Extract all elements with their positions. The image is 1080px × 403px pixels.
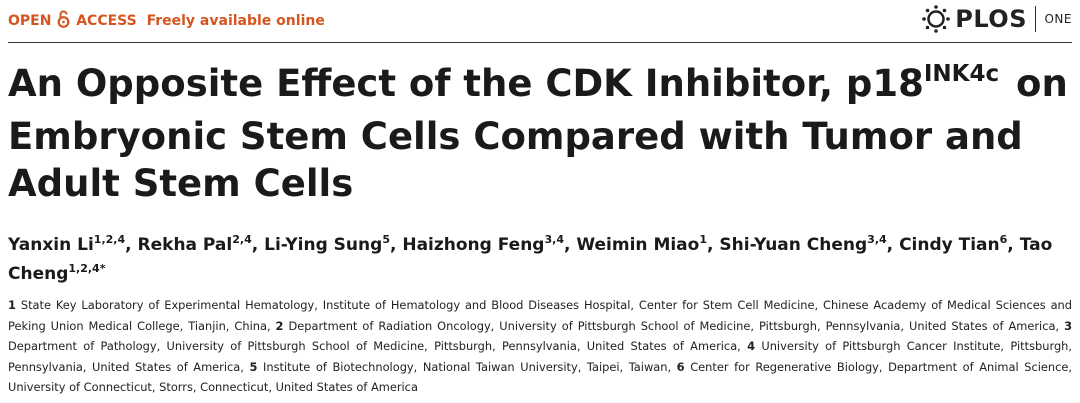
access-label: ACCESS bbox=[76, 13, 137, 29]
author: Shi-Yuan Cheng3,4 bbox=[719, 233, 887, 255]
affiliation-text: Center for Regenerative Biology, Departm… bbox=[8, 359, 1072, 395]
author-name: Shi-Yuan Cheng bbox=[719, 235, 868, 255]
author: Tao Cheng1,2,4* bbox=[8, 235, 1052, 284]
author-name: Haizhong Feng bbox=[402, 235, 545, 255]
author-name: Yanxin Li bbox=[8, 235, 94, 255]
open-label: OPEN bbox=[8, 13, 52, 29]
author-name: Rekha Pal bbox=[137, 235, 233, 255]
affiliation-text: Department of Radiation Oncology, Univer… bbox=[288, 318, 1060, 333]
author: Haizhong Feng3,4 bbox=[402, 233, 564, 255]
freely-available-label: Freely available online bbox=[146, 13, 325, 29]
author-name: Tao Cheng bbox=[8, 235, 1053, 284]
affiliation-text: Department of Pathology, University of P… bbox=[8, 339, 741, 353]
author-name: Weimin Miao bbox=[576, 235, 700, 255]
author-list: Yanxin Li1,2,4, Rekha Pal2,4, Li-Ying Su… bbox=[8, 233, 1053, 284]
article-title: An Opposite Effect of the CDK Inhibitor,… bbox=[8, 60, 1072, 207]
plos-logo-icon bbox=[922, 5, 951, 33]
affiliation-text: University of Pittsburgh Cancer Institut… bbox=[8, 339, 1073, 374]
author: Cindy Tian6 bbox=[899, 233, 1008, 255]
author-name: Li-Ying Sung bbox=[264, 235, 383, 255]
author-affiliation-sup: 6 bbox=[999, 233, 1008, 246]
author: Weimin Miao1 bbox=[576, 233, 707, 255]
affiliation-number: 5 bbox=[249, 359, 258, 374]
affiliation-number: 3 bbox=[1064, 318, 1072, 333]
plos-wordmark: PLOS bbox=[955, 5, 1027, 33]
affiliation-number: 4 bbox=[747, 339, 756, 353]
author-affiliation-sup: 1,2,4* bbox=[68, 262, 106, 275]
author-affiliation-sup: 5 bbox=[382, 233, 390, 246]
author-affiliation-sup: 1 bbox=[699, 233, 707, 246]
author-affiliation-sup: 1,2,4 bbox=[93, 233, 126, 246]
affiliation-text: Institute of Biotechnology, National Tai… bbox=[263, 359, 672, 374]
journal-header: OPEN ACCESS Freely available online PLOS… bbox=[8, 0, 1072, 43]
author-affiliation-sup: 3,4 bbox=[544, 233, 564, 246]
affiliation-text: State Key Laboratory of Experimental Hem… bbox=[8, 298, 1073, 333]
open-access-lock-icon bbox=[57, 10, 70, 28]
author-affiliation-sup: 3,4 bbox=[867, 233, 887, 246]
affiliation-number: 2 bbox=[275, 318, 284, 333]
affiliation-number: 1 bbox=[8, 298, 16, 312]
one-wordmark: ONE bbox=[1044, 12, 1072, 26]
author: Rekha Pal2,4 bbox=[137, 233, 252, 255]
author: Li-Ying Sung5 bbox=[264, 233, 390, 255]
logo-divider bbox=[1034, 6, 1037, 32]
title-superscript: INK4c bbox=[923, 61, 1000, 87]
author-affiliation-sup: 2,4 bbox=[232, 233, 252, 246]
affiliation-number: 6 bbox=[676, 359, 685, 374]
author-name: Cindy Tian bbox=[899, 235, 1000, 255]
author: Yanxin Li1,2,4 bbox=[8, 233, 126, 255]
title-rest: on Embryonic Stem Cells Compared with Tu… bbox=[8, 62, 1068, 205]
title-main: An Opposite Effect of the CDK Inhibitor,… bbox=[8, 62, 924, 105]
plos-one-logo: PLOS ONE bbox=[921, 2, 1072, 36]
open-access-banner: OPEN ACCESS Freely available online bbox=[8, 10, 325, 29]
affiliation-list: 1 State Key Laboratory of Experimental H… bbox=[8, 295, 1072, 398]
